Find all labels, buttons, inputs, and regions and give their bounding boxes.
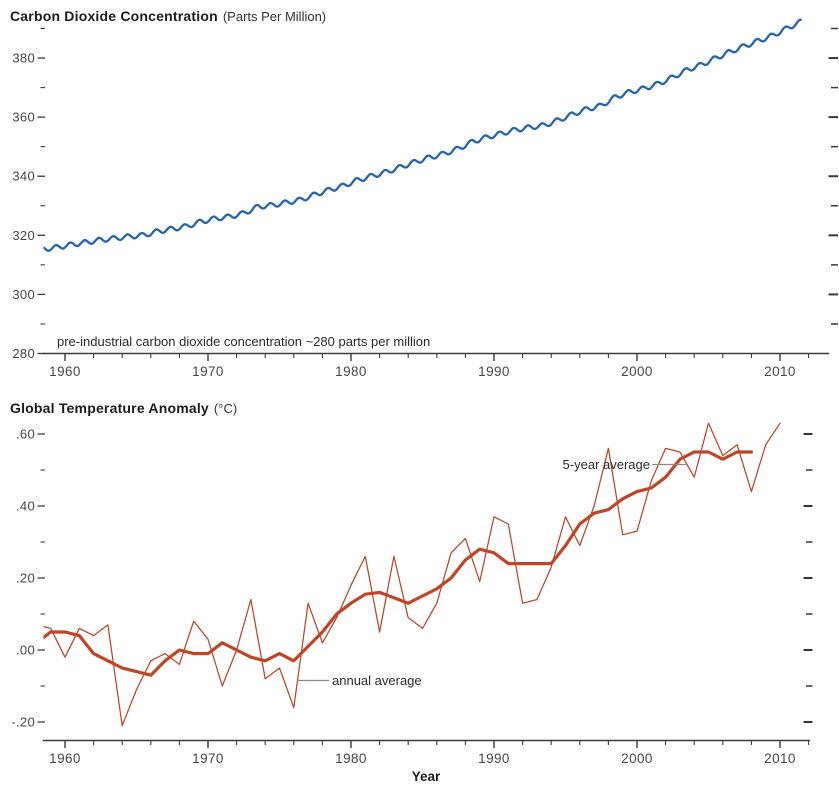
temp-chart-units: (°C): [214, 401, 237, 416]
x-tick-label: 2010: [764, 364, 796, 379]
co2-plot-area: 1960 1970 1980 1990 2000 2010 280 300 320 340 360 3…: [12, 18, 838, 379]
year-axis-label: Year: [412, 769, 441, 784]
temp-chart-title-line: Global Temperature Anomaly (°C): [10, 400, 237, 416]
x-tick-label: 2000: [621, 364, 653, 379]
y-tick-label: .40: [16, 499, 35, 514]
y-tick-label: 280: [12, 346, 35, 361]
temp-5yr-average-line: [43, 450, 754, 677]
y-tick-label: 320: [12, 228, 35, 243]
y-tick-label: 300: [12, 287, 35, 302]
co2-chart: Carbon Dioxide Concentration (Parts Per M…: [10, 8, 838, 379]
y-tick-label: .00: [16, 643, 35, 658]
temp-annual-line: [43, 422, 781, 727]
annual-average-label: annual average: [332, 673, 422, 688]
co2-chart-title: Carbon Dioxide Concentration: [10, 8, 218, 24]
co2-preindustrial-annotation: pre-industrial carbon dioxide concentrat…: [57, 334, 430, 349]
x-tick-label: 2000: [621, 751, 653, 766]
x-tick-label: 1990: [478, 364, 510, 379]
temp-chart-title: Global Temperature Anomaly: [10, 400, 209, 416]
x-tick-label: 1990: [478, 751, 510, 766]
temp-plot-area: 1960 1970 1980 1990 2000 2010 .60 .40 .20 .00 -.20: [11, 422, 813, 766]
x-tick-label: 1970: [192, 364, 224, 379]
co2-chart-title-line: Carbon Dioxide Concentration (Parts Per M…: [10, 8, 326, 24]
y-tick-label: 360: [12, 110, 35, 125]
x-tick-label: 1960: [49, 751, 81, 766]
x-tick-label: 2010: [764, 751, 796, 766]
y-tick-label: -.20: [11, 715, 35, 730]
x-tick-label: 1960: [49, 364, 81, 379]
x-tick-label: 1970: [192, 751, 224, 766]
co2-chart-units: (Parts Per Million): [223, 9, 326, 24]
five-year-average-label: 5-year average: [563, 457, 650, 472]
y-tick-label: .20: [16, 571, 35, 586]
temperature-chart: Global Temperature Anomaly (°C) 1960 1970 1…: [10, 400, 813, 784]
y-tick-label: 340: [12, 169, 35, 184]
y-tick-label: 380: [12, 51, 35, 66]
x-tick-label: 1980: [335, 364, 367, 379]
y-tick-label: .60: [16, 427, 35, 442]
x-tick-label: 1980: [335, 751, 367, 766]
co2-line: [43, 18, 802, 252]
